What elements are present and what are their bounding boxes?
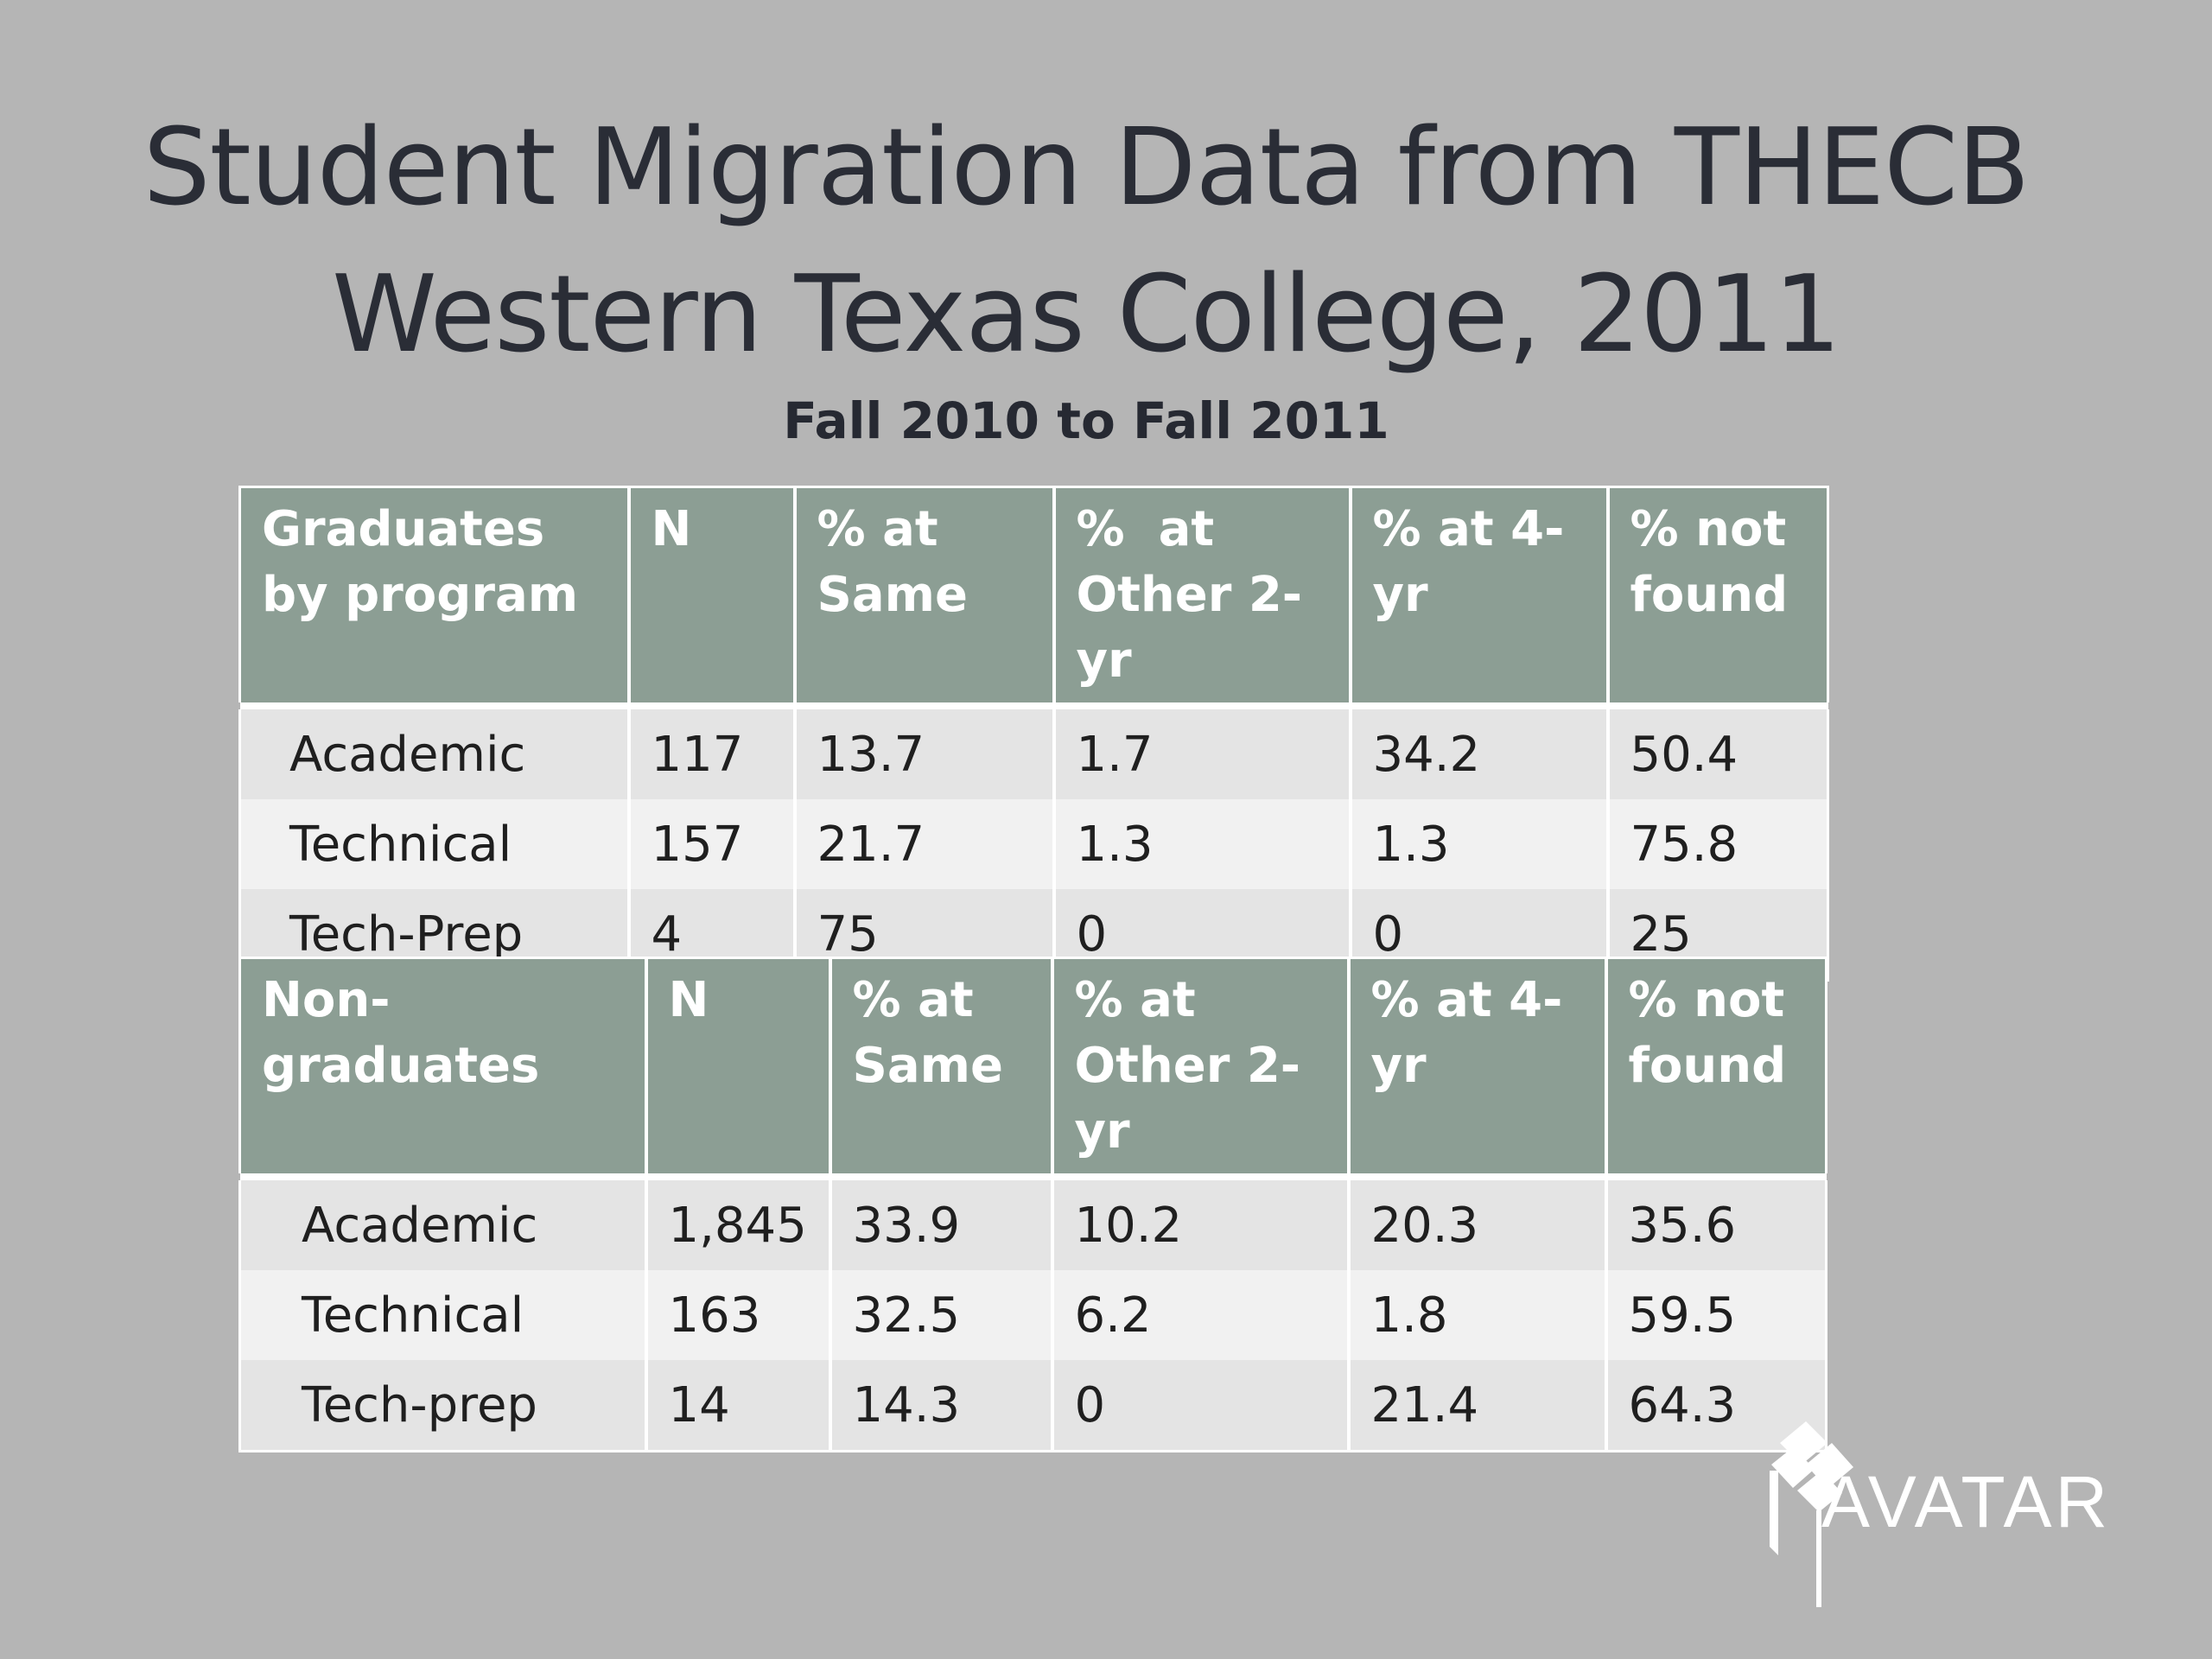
cell-not-found: 59.5 [1604,1270,1827,1360]
cell-not-found: 75.8 [1605,799,1829,889]
row-label: Tech-prep [238,1360,648,1452]
slide-title: Student Migration Data from THECB Wester… [0,95,2172,389]
table-row: Academic 1,845 33.9 10.2 20.3 35.6 [238,1180,1827,1270]
slide-title-line-2: Western Texas College, 2011 [332,253,1841,377]
cell-other-2yr: 1.3 [1052,799,1352,889]
nongraduates-header-4yr: % at 4-yr [1346,957,1608,1173]
nongraduates-header-same: % at Same [828,957,1054,1173]
cell-not-found: 50.4 [1605,709,1829,799]
table-row: Tech-prep 14 14.3 0 21.4 64.3 [238,1360,1827,1452]
avatar-flag-logo-icon [1770,1421,1853,1607]
table-row: Academic 117 13.7 1.7 34.2 50.4 [238,709,1829,799]
cell-4yr: 21.4 [1346,1360,1608,1452]
graduates-header-4yr: % at 4-yr [1348,486,1610,702]
cell-not-found: 35.6 [1604,1180,1827,1270]
row-label: Technical [238,799,631,889]
graduates-header-same: % at Same [792,486,1056,702]
nongraduates-header-n: N [644,957,832,1173]
cell-same: 14.3 [828,1360,1054,1452]
graduates-header-n: N [626,486,797,702]
nongraduates-header-not-found: % not found [1604,957,1827,1173]
cell-same: 32.5 [828,1270,1054,1360]
row-label: Academic [238,709,631,799]
cell-n: 14 [644,1360,832,1452]
graduates-header-program: Graduates by program [238,486,631,702]
nongraduates-table: Non-graduates N % at Same % at Other 2-y… [238,957,1827,1452]
row-label: Technical [238,1270,648,1360]
slide-subtitle: Fall 2010 to Fall 2011 [783,391,1389,450]
graduates-table: Graduates by program N % at Same % at Ot… [238,486,1829,982]
cell-4yr: 1.8 [1346,1270,1608,1360]
cell-4yr: 20.3 [1346,1180,1608,1270]
cell-other-2yr: 10.2 [1050,1180,1351,1270]
nongraduates-header-program: Non-graduates [238,957,648,1173]
graduates-header-other-2yr: % at Other 2-yr [1052,486,1352,702]
cell-n: 157 [626,799,797,889]
table-row: Technical 157 21.7 1.3 1.3 75.8 [238,799,1829,889]
cell-same: 33.9 [828,1180,1054,1270]
logo-wordmark: AVATAR [1821,1461,2112,1542]
nongraduates-header-row: Non-graduates N % at Same % at Other 2-y… [238,957,1827,1173]
graduates-header-row: Graduates by program N % at Same % at Ot… [238,486,1829,702]
cell-n: 1,845 [644,1180,832,1270]
cell-other-2yr: 0 [1050,1360,1351,1452]
cell-not-found: 64.3 [1604,1360,1827,1452]
cell-n: 117 [626,709,797,799]
nongraduates-header-other-2yr: % at Other 2-yr [1050,957,1351,1173]
cell-n: 163 [644,1270,832,1360]
cell-same: 21.7 [792,799,1056,889]
cell-other-2yr: 1.7 [1052,709,1352,799]
row-label: Academic [238,1180,648,1270]
table-row: Technical 163 32.5 6.2 1.8 59.5 [238,1270,1827,1360]
cell-other-2yr: 6.2 [1050,1270,1351,1360]
graduates-header-not-found: % not found [1605,486,1829,702]
slide-title-line-1: Student Migration Data from THECB [143,106,2030,230]
cell-4yr: 34.2 [1348,709,1610,799]
cell-same: 13.7 [792,709,1056,799]
cell-4yr: 1.3 [1348,799,1610,889]
